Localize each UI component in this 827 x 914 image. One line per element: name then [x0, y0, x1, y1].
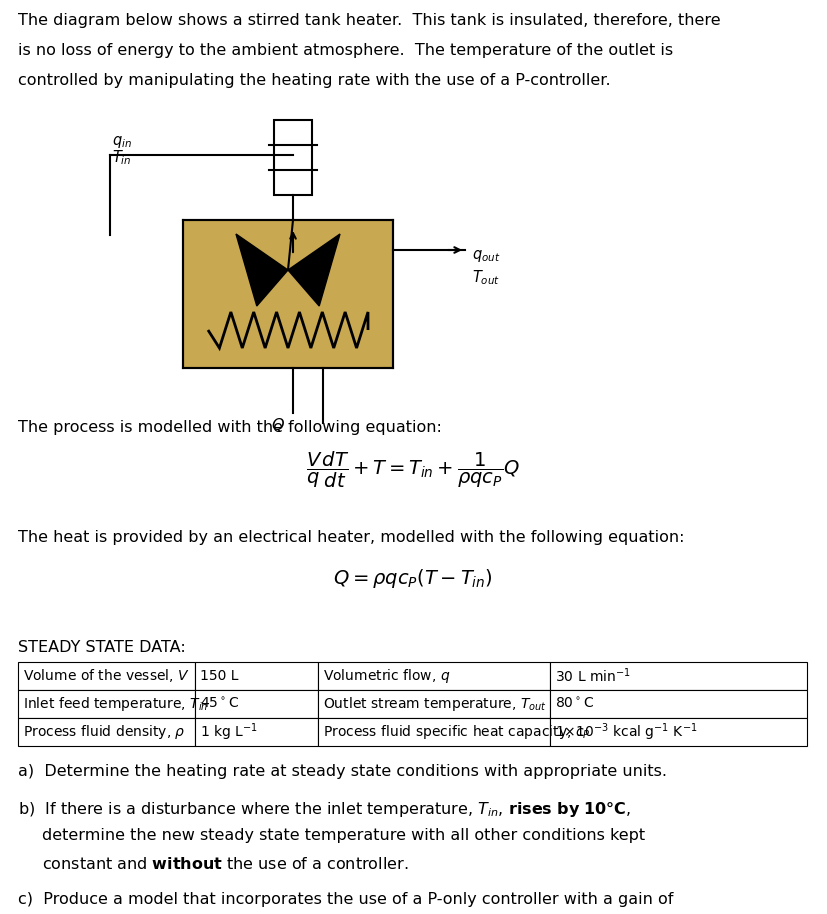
Text: Process fluid specific heat capacity, $c_P$: Process fluid specific heat capacity, $c… [323, 723, 590, 741]
Text: $Q$: $Q$ [271, 416, 285, 434]
Bar [183, 220, 393, 368]
Bar [195, 690, 318, 718]
Bar [18, 662, 195, 690]
Text: 45$^\circ$C: 45$^\circ$C [200, 696, 239, 711]
Text: a)  Determine the heating rate at steady state conditions with appropriate units: a) Determine the heating rate at steady … [18, 764, 667, 779]
Text: The diagram below shows a stirred tank heater.  This tank is insulated, therefor: The diagram below shows a stirred tank h… [18, 13, 720, 28]
Text: 1 kg L$^{-1}$: 1 kg L$^{-1}$ [200, 721, 258, 743]
Text: constant and $\mathbf{without}$ the use of a controller.: constant and $\mathbf{without}$ the use … [42, 856, 409, 872]
Text: determine the new steady state temperature with all other conditions kept: determine the new steady state temperatu… [42, 828, 645, 843]
Bar [318, 690, 550, 718]
Bar [550, 690, 807, 718]
Text: c)  Produce a model that incorporates the use of a P-only controller with a gain: c) Produce a model that incorporates the… [18, 892, 673, 907]
Text: Inlet feed temperature, $T_{in}$: Inlet feed temperature, $T_{in}$ [23, 695, 208, 713]
Text: b)  If there is a disturbance where the inlet temperature, $T_{in}$, $\mathbf{ri: b) If there is a disturbance where the i… [18, 800, 631, 819]
Bar [318, 718, 550, 746]
Text: 1$\times$10$^{-3}$ kcal g$^{-1}$ K$^{-1}$: 1$\times$10$^{-3}$ kcal g$^{-1}$ K$^{-1}… [555, 721, 697, 743]
Bar [318, 662, 550, 690]
Text: $T_{in}$: $T_{in}$ [112, 148, 131, 166]
Text: Outlet stream temperature, $T_{out}$: Outlet stream temperature, $T_{out}$ [323, 695, 547, 713]
Bar [274, 120, 312, 195]
Bar [195, 718, 318, 746]
Bar [195, 662, 318, 690]
Text: The process is modelled with the following equation:: The process is modelled with the followi… [18, 420, 442, 435]
Text: $\dfrac{V}{q}\dfrac{dT}{dt} + T = T_{in} + \dfrac{1}{\rho q c_P}Q$: $\dfrac{V}{q}\dfrac{dT}{dt} + T = T_{in}… [306, 450, 520, 490]
Text: Process fluid density, $\rho$: Process fluid density, $\rho$ [23, 723, 185, 741]
Bar [550, 718, 807, 746]
Text: $q_{out}$: $q_{out}$ [472, 248, 500, 264]
Bar [18, 690, 195, 718]
Text: STEADY STATE DATA:: STEADY STATE DATA: [18, 640, 186, 655]
Bar [550, 662, 807, 690]
Text: 80$^\circ$C: 80$^\circ$C [555, 696, 594, 711]
Polygon shape [236, 234, 288, 306]
Bar [18, 718, 195, 746]
Polygon shape [288, 234, 340, 306]
Text: $Q = \rho q c_P (T - T_{in})$: $Q = \rho q c_P (T - T_{in})$ [333, 567, 493, 590]
Text: 30 L min$^{-1}$: 30 L min$^{-1}$ [555, 666, 631, 686]
Text: Volume of the vessel, $V$: Volume of the vessel, $V$ [23, 667, 189, 685]
Text: Volumetric flow, $q$: Volumetric flow, $q$ [323, 667, 451, 685]
Text: $q_{in}$: $q_{in}$ [112, 134, 132, 150]
Text: 150 L: 150 L [200, 669, 238, 683]
Text: is no loss of energy to the ambient atmosphere.  The temperature of the outlet i: is no loss of energy to the ambient atmo… [18, 43, 673, 58]
Text: The heat is provided by an electrical heater, modelled with the following equati: The heat is provided by an electrical he… [18, 530, 685, 545]
Text: controlled by manipulating the heating rate with the use of a P-controller.: controlled by manipulating the heating r… [18, 73, 610, 88]
Text: $T_{out}$: $T_{out}$ [472, 268, 500, 287]
